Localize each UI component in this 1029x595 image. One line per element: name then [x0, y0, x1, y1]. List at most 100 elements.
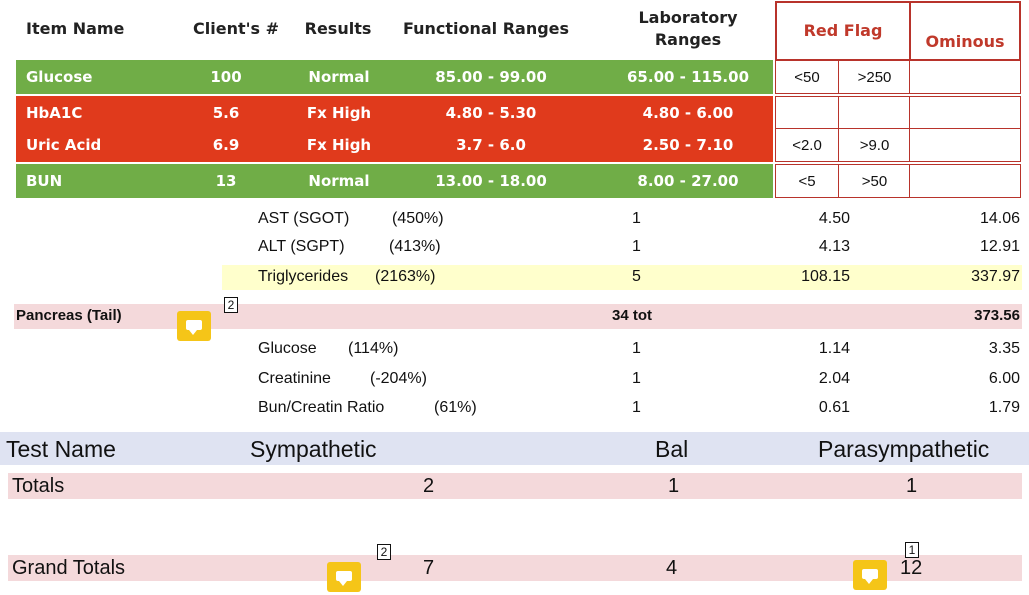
grand-totals-bal: 4 — [666, 557, 678, 579]
row-functional-range: 4.80 - 5.30 — [445, 104, 537, 122]
row-item-name: HbA1C — [26, 104, 83, 122]
row-ominous — [909, 128, 1021, 162]
header-lab-line2: Ranges — [654, 30, 722, 49]
pancreas-label: Pancreas (Tail) — [16, 307, 122, 324]
marker-percent: (-204%) — [370, 370, 427, 387]
marker-count: 5 — [632, 268, 641, 285]
row-flag-low: <5 — [775, 164, 839, 198]
marker-label: Triglycerides — [258, 268, 349, 285]
marker-count: 1 — [632, 399, 641, 416]
table-row: HbA1C 5.6 Fx High 4.80 - 5.30 4.80 - 6.0… — [16, 96, 1021, 132]
table-row: Glucose 100 Normal 85.00 - 99.00 65.00 -… — [16, 60, 1021, 96]
pancreas-row: Pancreas (Tail) 34 tot 373.56 — [0, 304, 1029, 329]
totals-row: Totals 2 1 1 — [0, 473, 1029, 499]
pancreas-count: 34 tot — [612, 307, 653, 324]
marker-score: 12.91 — [979, 238, 1020, 255]
marker-value: 4.13 — [818, 238, 850, 255]
row-lab-range: 65.00 - 115.00 — [627, 68, 749, 86]
row-result: Normal — [308, 172, 370, 190]
header-ominous: Ominous — [909, 1, 1021, 61]
row-client-value: 6.9 — [212, 136, 240, 154]
marker-label: Bun/Creatin Ratio — [258, 399, 385, 416]
table-header: Item Name Client's # Results Functional … — [16, 0, 1021, 61]
row-item-name: BUN — [26, 172, 63, 190]
marker-count: 1 — [632, 238, 641, 255]
row-ominous — [909, 60, 1021, 94]
totals-parasympathetic: 1 — [906, 475, 918, 497]
marker-row: Creatinine (-204%) 1 2.04 6.00 — [0, 367, 1029, 392]
marker-label: Creatinine — [258, 370, 331, 387]
comment-count-badge: 2 — [377, 544, 391, 560]
marker-label: Glucose — [258, 340, 317, 357]
row-flag-low: <2.0 — [775, 128, 839, 162]
marker-percent: (450%) — [392, 210, 444, 227]
comment-icon[interactable] — [177, 311, 211, 341]
marker-percent: (61%) — [434, 399, 477, 416]
header-test-name: Test Name — [6, 436, 116, 462]
marker-score: 1.79 — [988, 399, 1020, 416]
marker-row: ALT (SGPT) (413%) 1 4.13 12.91 — [0, 235, 1029, 260]
comment-icon[interactable] — [853, 560, 887, 590]
marker-label: AST (SGOT) — [258, 210, 350, 227]
row-lab-range: 8.00 - 27.00 — [637, 172, 739, 190]
marker-value: 2.04 — [818, 370, 850, 387]
row-client-value: 100 — [210, 68, 242, 86]
row-item-name: Glucose — [26, 68, 93, 86]
marker-score: 6.00 — [988, 370, 1020, 387]
row-result: Normal — [308, 68, 370, 86]
row-lab-range: 4.80 - 6.00 — [642, 104, 734, 122]
comment-count-badge: 1 — [905, 542, 919, 558]
marker-label: ALT (SGPT) — [258, 238, 345, 255]
marker-percent: (2163%) — [375, 268, 436, 285]
row-flag-high: >50 — [838, 164, 911, 198]
header-laboratory-ranges: Laboratory Ranges — [604, 0, 772, 58]
row-ominous — [909, 164, 1021, 198]
row-client-value: 5.6 — [212, 104, 240, 122]
marker-score: 3.35 — [988, 340, 1020, 357]
header-client: Client's # — [193, 19, 279, 39]
marker-row: Bun/Creatin Ratio (61%) 1 0.61 1.79 — [0, 396, 1029, 421]
comment-count-badge: 2 — [224, 297, 238, 313]
marker-row: AST (SGOT) (450%) 1 4.50 14.06 — [0, 207, 1029, 232]
table-row: Uric Acid 6.9 Fx High 3.7 - 6.0 2.50 - 7… — [16, 128, 1021, 164]
row-flag-high — [838, 96, 911, 130]
marker-score: 337.97 — [971, 268, 1020, 285]
totals-sympathetic: 2 — [423, 475, 435, 497]
row-item-name: Uric Acid — [26, 136, 102, 154]
header-parasympathetic: Parasympathetic — [818, 436, 990, 462]
comment-icon[interactable] — [327, 562, 361, 592]
row-ominous — [909, 96, 1021, 130]
row-flag-high: >250 — [838, 60, 911, 94]
marker-value: 4.50 — [818, 210, 850, 227]
marker-score: 14.06 — [979, 210, 1020, 227]
marker-row-highlighted: Triglycerides (2163%) 5 108.15 337.97 — [0, 265, 1029, 290]
grand-totals-parasympathetic: 12 — [900, 557, 923, 579]
marker-value: 1.14 — [818, 340, 850, 357]
header-bal: Bal — [655, 436, 689, 462]
row-functional-range: 85.00 - 99.00 — [435, 68, 547, 86]
grand-totals-sympathetic: 7 — [423, 557, 435, 579]
header-item-name: Item Name — [26, 19, 125, 39]
header-sympathetic: Sympathetic — [250, 436, 377, 462]
pancreas-total: 373.56 — [974, 307, 1020, 324]
grand-totals-label: Grand Totals — [12, 557, 126, 579]
totals-bal: 1 — [668, 475, 680, 497]
header-results: Results — [304, 19, 372, 39]
totals-label: Totals — [12, 475, 65, 497]
row-lab-range: 2.50 - 7.10 — [642, 136, 734, 154]
row-client-value: 13 — [215, 172, 237, 190]
marker-count: 1 — [632, 340, 641, 357]
header-lab-line1: Laboratory — [638, 8, 738, 28]
marker-percent: (413%) — [389, 238, 441, 255]
marker-count: 1 — [632, 370, 641, 387]
row-flag-low — [775, 96, 839, 130]
row-result: Fx High — [306, 136, 372, 154]
marker-row: Glucose (114%) 1 1.14 3.35 — [0, 337, 1029, 362]
marker-value: 0.61 — [818, 399, 850, 416]
marker-count: 1 — [632, 210, 641, 227]
marker-percent: (114%) — [348, 340, 399, 357]
marker-value: 108.15 — [801, 268, 850, 285]
header-red-flag: Red Flag — [775, 1, 911, 61]
row-result: Fx High — [306, 104, 372, 122]
row-functional-range: 13.00 - 18.00 — [435, 172, 547, 190]
